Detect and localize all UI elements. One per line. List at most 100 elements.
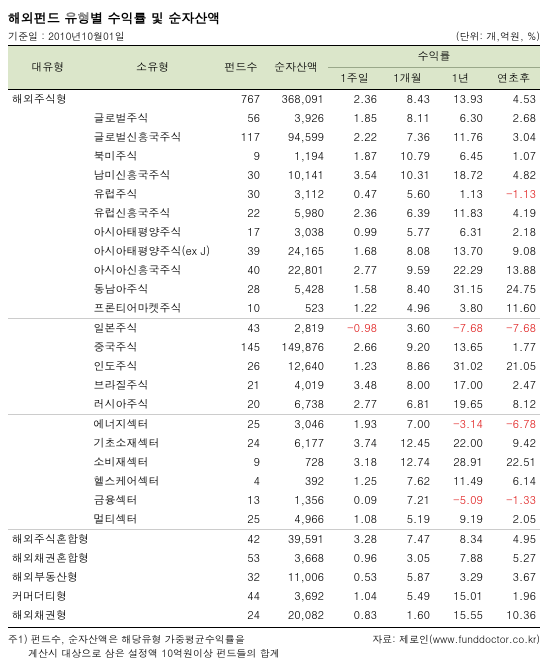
cell-cnt: 145 [218,338,264,357]
cell-w1: 3.54 [328,166,381,185]
cell-nav: 4,019 [264,376,328,395]
cell-nav: 2,819 [264,319,328,339]
table-row: 멀티섹터254,9661.085.199.192.05 [8,510,540,530]
cell-cnt: 22 [218,204,264,223]
cell-y1: 6.31 [434,223,487,242]
cell-m1: 7.62 [381,472,434,491]
cell-nav: 392 [264,472,328,491]
cell-y1: 13.70 [434,242,487,261]
cell-nav: 10,141 [264,166,328,185]
col-ytd: 연초후 [487,68,540,90]
cell-major [8,280,87,299]
cell-major [8,338,87,357]
cell-w1: 0.47 [328,185,381,204]
cell-w1: 1.87 [328,147,381,166]
cell-y1: 8.34 [434,530,487,550]
footnote-line2: 계산시 대상으로 삼은 설정액 10억원이상 펀드들의 합계 [8,646,360,660]
cell-y1: -5.09 [434,491,487,510]
cell-y1: 19.65 [434,395,487,415]
cell-sub: 소비재섹터 [87,453,217,472]
cell-sub: 글로벌주식 [87,109,217,128]
cell-sub: 헬스케어섹터 [87,472,217,491]
cell-ytd: -6.78 [487,415,540,435]
col-returns-group: 수익률 [328,46,540,68]
table-row: 소비재섹터97283.1812.7428.9122.51 [8,453,540,472]
cell-w1: 1.85 [328,109,381,128]
cell-y1: 22.00 [434,434,487,453]
cell-major [8,299,87,319]
cell-y1: 15.55 [434,606,487,625]
cell-y1: 6.30 [434,109,487,128]
cell-y1: 1.13 [434,185,487,204]
cell-sub: 프론티어마켓주식 [87,299,217,319]
cell-m1: 9.59 [381,261,434,280]
table-row: 아시아태평양주식(ex J)3924,1651.688.0813.709.08 [8,242,540,261]
cell-cnt: 25 [218,415,264,435]
cell-cnt: 40 [218,261,264,280]
cell-major [8,242,87,261]
cell-sub: 러시아주식 [87,395,217,415]
cell-cnt: 13 [218,491,264,510]
cell-ytd: 2.05 [487,510,540,530]
cell-m1: 7.36 [381,128,434,147]
cell-ytd: 9.42 [487,434,540,453]
cell-ytd: 4.19 [487,204,540,223]
cell-w1: 2.36 [328,90,381,110]
cell-major [8,261,87,280]
cell-major [8,147,87,166]
cell-ytd: 22.51 [487,453,540,472]
cell-sub: 멀티섹터 [87,510,217,530]
col-major: 대유형 [8,46,87,90]
cell-m1: 8.43 [381,90,434,110]
cell-nav: 6,738 [264,395,328,415]
table-row: 동남아주식285,4281.588.4031.1524.75 [8,280,540,299]
cell-sub: 일본주식 [87,319,217,339]
cell-major [8,376,87,395]
cell-w1: 3.18 [328,453,381,472]
cell-major [8,453,87,472]
cell-nav: 3,112 [264,185,328,204]
table-row: 해외채권형2420,0820.831.6015.5510.36 [8,606,540,625]
cell-y1: 3.29 [434,568,487,587]
cell-cnt: 17 [218,223,264,242]
cell-w1: 0.99 [328,223,381,242]
cell-ytd: 2.68 [487,109,540,128]
cell-sub: 유럽신흥국주식 [87,204,217,223]
cell-y1: 13.65 [434,338,487,357]
table-row: 아시아신흥국주식4022,8012.779.5922.2913.88 [8,261,540,280]
cell-y1: 15.01 [434,587,487,606]
cell-m1: 8.00 [381,376,434,395]
cell-sub: 아시아신흥국주식 [87,261,217,280]
cell-w1: 1.23 [328,357,381,376]
cell-sub [87,568,217,587]
cell-w1: -0.98 [328,319,381,339]
cell-ytd: 3.67 [487,568,540,587]
cell-w1: 3.48 [328,376,381,395]
table-row: 아시아태평양주식173,0380.995.776.312.18 [8,223,540,242]
cell-major [8,185,87,204]
cell-y1: 17.00 [434,376,487,395]
cell-cnt: 21 [218,376,264,395]
cell-ytd: 10.36 [487,606,540,625]
cell-m1: 7.21 [381,491,434,510]
cell-nav: 4,966 [264,510,328,530]
cell-y1: 22.29 [434,261,487,280]
fund-table: 대유형 소유형 펀드수 순자산액 수익률 1주일 1개월 1년 연초후 해외주식… [8,45,540,625]
cell-ytd: -7.68 [487,319,540,339]
cell-y1: 11.83 [434,204,487,223]
cell-ytd: 4.53 [487,90,540,110]
cell-ytd: 13.88 [487,261,540,280]
cell-m1: 10.79 [381,147,434,166]
cell-cnt: 10 [218,299,264,319]
cell-major: 커머더티형 [8,587,87,606]
cell-cnt: 24 [218,434,264,453]
cell-nav: 24,165 [264,242,328,261]
col-1m: 1개월 [381,68,434,90]
cell-w1: 1.04 [328,587,381,606]
cell-ytd: 2.47 [487,376,540,395]
cell-m1: 8.40 [381,280,434,299]
cell-major: 해외주식혼합형 [8,530,87,550]
cell-y1: -3.14 [434,415,487,435]
cell-major [8,109,87,128]
cell-m1: 4.96 [381,299,434,319]
